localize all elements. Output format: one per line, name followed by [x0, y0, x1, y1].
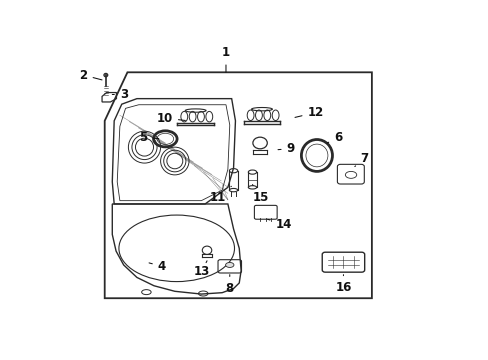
Ellipse shape — [104, 73, 107, 77]
Ellipse shape — [225, 262, 233, 267]
Text: 14: 14 — [267, 218, 291, 231]
Text: 7: 7 — [354, 152, 368, 167]
Text: 10: 10 — [156, 112, 185, 125]
Text: 5: 5 — [139, 131, 159, 144]
Text: 12: 12 — [294, 106, 323, 119]
Text: 9: 9 — [278, 142, 294, 155]
Text: 11: 11 — [209, 186, 231, 203]
Text: 8: 8 — [225, 275, 233, 295]
Text: 16: 16 — [335, 275, 351, 294]
Text: 4: 4 — [149, 260, 165, 273]
Text: 13: 13 — [193, 261, 209, 278]
Text: 15: 15 — [252, 185, 268, 203]
Text: 2: 2 — [80, 68, 102, 82]
Text: 6: 6 — [326, 131, 342, 144]
Text: 1: 1 — [222, 46, 229, 72]
Text: 3: 3 — [112, 88, 128, 101]
